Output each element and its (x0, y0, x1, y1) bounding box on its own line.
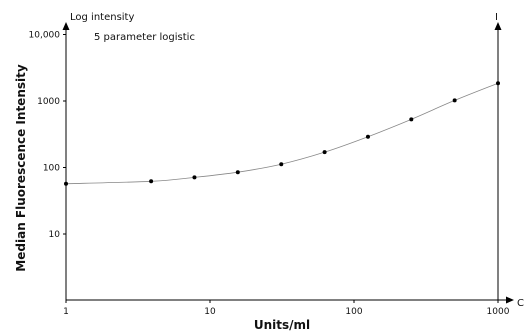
y-tick-label: 10 (49, 230, 61, 240)
data-point (64, 181, 68, 186)
data-point (149, 179, 154, 184)
x-axis-arrow (506, 296, 514, 304)
x-axis-end-label: C (517, 298, 524, 309)
x-tick-label: 1000 (487, 307, 510, 317)
x-tick-label: 1 (63, 307, 69, 317)
data-point (409, 117, 414, 122)
fit-curve (65, 82, 499, 185)
x-tick-label: 10 (204, 307, 216, 317)
axes (62, 22, 514, 304)
y-axis-arrow (62, 22, 70, 30)
data-point (496, 81, 500, 86)
y-tick-label: 100 (43, 164, 60, 174)
y-tick-label: 10,000 (29, 31, 61, 41)
data-point (235, 170, 240, 175)
y-tick-label: 1000 (37, 97, 60, 107)
ticks: 10 100 1000 10,000 1 10 100 1000 (29, 31, 510, 318)
model-annotation: 5 parameter logistic (94, 32, 195, 43)
data-point (365, 134, 370, 139)
data-points (64, 81, 500, 186)
data-point (322, 150, 327, 155)
right-axis-arrow (494, 22, 502, 30)
right-axis-label: I (495, 12, 498, 23)
y-axis-title: Median Fluorescence Intensity (14, 64, 28, 272)
data-point (192, 175, 197, 180)
data-point (452, 98, 457, 103)
x-tick-label: 100 (345, 307, 362, 317)
data-point (279, 162, 284, 167)
x-axis-title: Units/ml (254, 318, 310, 332)
y-axis-note: Log intensity (70, 12, 134, 23)
